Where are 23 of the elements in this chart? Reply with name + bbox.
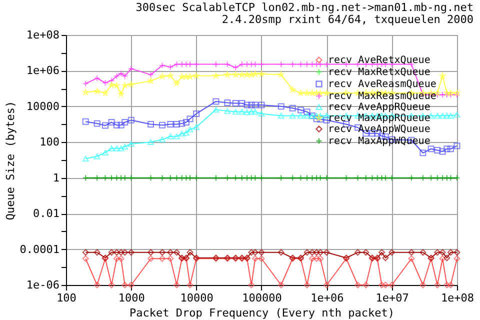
y-tick-label: 0.0001 bbox=[20, 242, 60, 256]
legend-label: recv AveRetxQueue bbox=[328, 55, 430, 66]
y-tick-label: 1e+08 bbox=[26, 28, 60, 42]
chart-subtitle: 2.4.20smp rxint 64/64, txqueuelen 2000 bbox=[222, 13, 474, 26]
legend-label: recv AveAppRQueue bbox=[328, 102, 430, 113]
y-tick-label: 1 bbox=[52, 171, 60, 184]
y-tick-label: 1e-06 bbox=[26, 278, 60, 292]
x-tick-label: 10000 bbox=[180, 292, 214, 304]
x-tick-label: 100 bbox=[56, 292, 76, 304]
x-tick-label: 1e+07 bbox=[376, 292, 409, 304]
legend-label: recv MaxAppRQueue bbox=[328, 113, 430, 124]
y-tick-label: 10000 bbox=[26, 100, 60, 113]
x-tick-label: 1e+08 bbox=[440, 292, 474, 304]
legend-label: recv MaxReasmQueue bbox=[328, 91, 436, 102]
x-tick-label: 1000 bbox=[118, 292, 145, 304]
x-axis-title: Packet Drop Frequency (Every nth packet) bbox=[130, 306, 394, 320]
y-axis-title: Queue Size (bytes) bbox=[4, 100, 17, 220]
x-tick-label: 1e+06 bbox=[310, 292, 344, 304]
chart-title: 300sec ScalableTCP lon02.mb-ng.net->man01.mb-ng.net bbox=[136, 1, 474, 14]
y-tick-label: 100 bbox=[40, 136, 60, 149]
y-tick-label: 1e+06 bbox=[26, 64, 60, 78]
y-tick-label: 0.01 bbox=[33, 207, 60, 220]
x-tick-label: 100000 bbox=[242, 292, 282, 304]
